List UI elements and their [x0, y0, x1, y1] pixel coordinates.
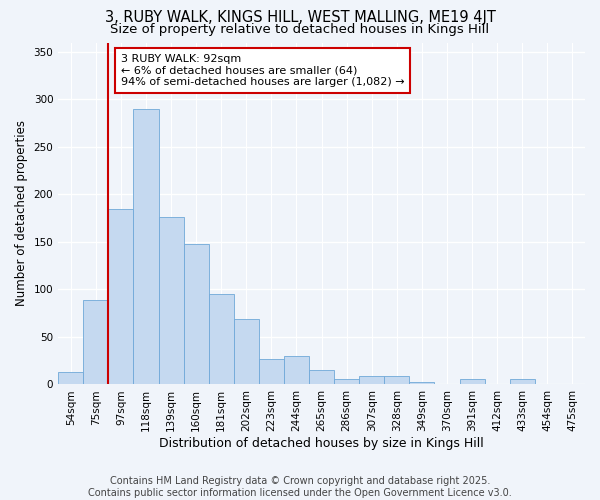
X-axis label: Distribution of detached houses by size in Kings Hill: Distribution of detached houses by size … — [159, 437, 484, 450]
Bar — [133, 109, 158, 384]
Bar — [284, 356, 309, 384]
Bar — [209, 294, 234, 384]
Bar — [109, 208, 133, 384]
Text: 3, RUBY WALK, KINGS HILL, WEST MALLING, ME19 4JT: 3, RUBY WALK, KINGS HILL, WEST MALLING, … — [104, 10, 496, 25]
Bar — [184, 244, 209, 384]
Bar — [385, 376, 409, 384]
Bar — [158, 218, 184, 384]
Y-axis label: Number of detached properties: Number of detached properties — [15, 120, 28, 306]
Bar — [510, 379, 535, 384]
Bar — [83, 300, 109, 384]
Text: Size of property relative to detached houses in Kings Hill: Size of property relative to detached ho… — [110, 22, 490, 36]
Bar — [409, 382, 434, 384]
Bar — [58, 372, 83, 384]
Bar — [359, 376, 385, 384]
Bar — [309, 370, 334, 384]
Text: Contains HM Land Registry data © Crown copyright and database right 2025.
Contai: Contains HM Land Registry data © Crown c… — [88, 476, 512, 498]
Bar — [259, 359, 284, 384]
Bar — [460, 379, 485, 384]
Text: 3 RUBY WALK: 92sqm
← 6% of detached houses are smaller (64)
94% of semi-detached: 3 RUBY WALK: 92sqm ← 6% of detached hous… — [121, 54, 404, 87]
Bar — [234, 319, 259, 384]
Bar — [334, 379, 359, 384]
